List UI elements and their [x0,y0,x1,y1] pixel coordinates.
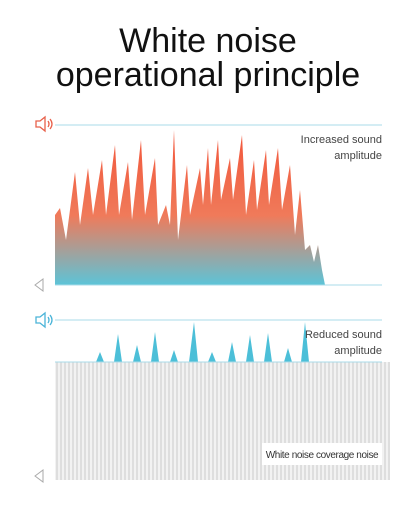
overlay-label: White noise coverage noise [266,450,379,461]
title-line: White noise [119,22,297,60]
waveform [55,130,325,285]
speaker-icon [35,115,53,133]
title-line: operational principle [56,56,360,94]
panel-label: amplitude [334,150,382,162]
speaker-icon [34,278,44,292]
speaker-icon [34,469,44,483]
reduced-waveform [55,322,390,362]
speaker-icon [35,311,53,329]
label-box [262,443,382,465]
panel-label: amplitude [334,345,382,357]
panel-label: Reduced sound [305,329,382,341]
panel-label: Increased sound [301,134,382,146]
